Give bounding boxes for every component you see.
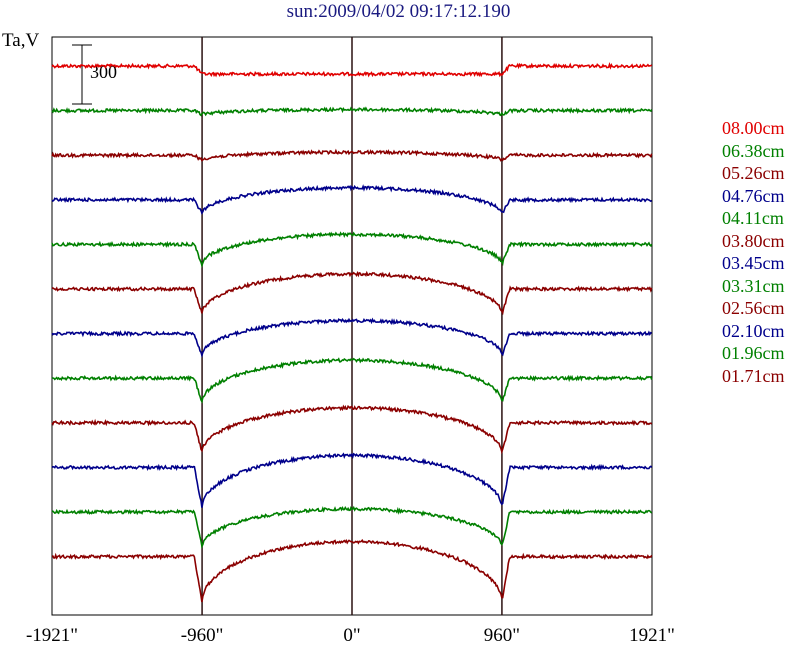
series-line-06.38cm: [51, 106, 653, 117]
series-line-01.71cm: [51, 538, 653, 603]
series-line-02.10cm: [51, 452, 653, 508]
y-axis-label: Ta,V: [2, 30, 40, 51]
series-line-03.80cm: [51, 270, 653, 316]
series-line-03.31cm: [51, 357, 653, 404]
legend-entry: 04.11cm: [722, 208, 784, 228]
series-line-04.76cm: [51, 184, 653, 215]
series-line-04.11cm: [51, 231, 653, 268]
x-tick-label: -1921": [25, 625, 79, 646]
series-line-01.96cm: [51, 505, 653, 549]
x-tick-label: 0": [343, 625, 361, 646]
legend-entry: 03.45cm: [722, 253, 785, 273]
legend-entry: 03.80cm: [722, 230, 785, 251]
legend-entry: 04.76cm: [722, 185, 785, 206]
legend-entry: 01.71cm: [722, 365, 785, 386]
legend-entry: 05.26cm: [722, 163, 785, 183]
legend-entry: 06.38cm: [722, 140, 785, 161]
legend-entry: 01.96cm: [722, 343, 785, 363]
legend-entry: 02.10cm: [722, 320, 785, 341]
legend-entry: 03.31cm: [722, 275, 785, 296]
series-line-05.26cm: [51, 148, 653, 162]
scale-bar: [72, 44, 92, 105]
legend-entry: 08.00cm: [722, 118, 785, 138]
x-tick-label: 1921": [629, 625, 675, 646]
limb-lines: [201, 37, 503, 615]
series-line-08.00cm: [51, 61, 653, 78]
x-tick-label: -960": [180, 625, 224, 646]
x-tick-label: 960": [483, 625, 521, 646]
chart-title: sun:2009/04/02 09:17:12.190: [286, 1, 511, 22]
series-group: [51, 61, 653, 603]
series-line-03.45cm: [51, 317, 653, 359]
series-line-02.56cm: [51, 404, 653, 455]
legend-entry: 02.56cm: [722, 298, 785, 318]
